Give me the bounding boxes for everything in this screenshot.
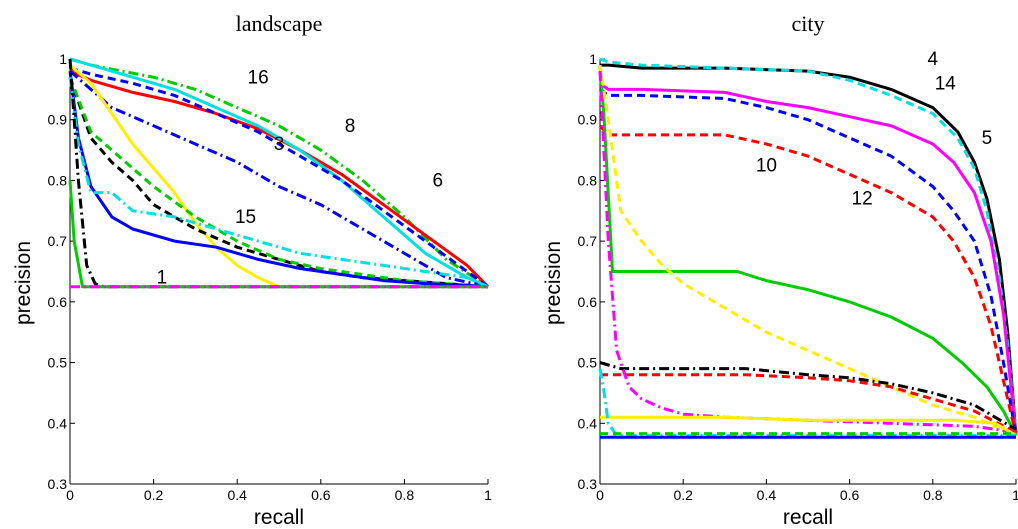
x-axis-label: recall — [783, 506, 833, 529]
series-line-6 — [69, 63, 280, 289]
annotation-label: 3 — [274, 134, 285, 155]
y-tick-label: 1 — [589, 51, 597, 67]
annotation-label: 4 — [928, 49, 939, 70]
annotation-label: 1 — [157, 268, 168, 289]
series-line-8 — [68, 76, 489, 289]
series-line-3 — [69, 57, 489, 289]
series-line-4 — [599, 88, 1018, 436]
x-axis-label: recall — [254, 506, 304, 529]
annotation-label: 8 — [345, 116, 356, 137]
y-axis-label: precision — [12, 241, 35, 325]
x-tick-label: 1 — [1012, 487, 1018, 503]
annotation-label: 6 — [433, 171, 444, 192]
series-line-1 — [600, 63, 1018, 436]
annotation-label: 14 — [935, 73, 957, 94]
chart-panel-city: city recall precision 0 0.2 0.4 0.6 0.8 1 0.3 0… — [542, 11, 1018, 529]
annotation-label: 15 — [235, 207, 256, 228]
series-line-9 — [600, 373, 1017, 434]
x-tick-label: 0.2 — [673, 487, 693, 503]
series-line-10 — [68, 77, 489, 289]
x-tick-label: 1 — [484, 487, 492, 503]
series-line-7 — [68, 76, 489, 289]
x-tick-label: 0.6 — [840, 487, 860, 503]
x-tick-label: 0.4 — [757, 487, 777, 503]
y-tick-label: 0.6 — [578, 294, 598, 310]
annotation-label: 10 — [756, 155, 777, 176]
x-tick-label: 0.4 — [227, 487, 247, 503]
y-tick-label: 0.4 — [578, 415, 598, 431]
x-tick-label: 0.8 — [395, 487, 415, 503]
x-tick-label: 0 — [66, 487, 74, 503]
series-line-5 — [598, 124, 1018, 436]
series-line-7 — [598, 64, 1017, 437]
y-tick-label: 0.9 — [48, 112, 68, 128]
y-axis-label: precision — [542, 241, 565, 325]
y-tick-label: 1 — [59, 51, 67, 67]
series-line-10 — [598, 71, 1017, 434]
y-tick-label: 0.6 — [48, 294, 68, 310]
x-tick-label: 0 — [596, 487, 604, 503]
series-line-2 — [599, 57, 1018, 436]
y-tick-label: 0.8 — [578, 172, 598, 188]
y-tick-label: 0.3 — [578, 476, 598, 492]
x-tick-label: 0.8 — [923, 487, 943, 503]
annotation-label: 12 — [852, 189, 873, 210]
y-tick-label: 0.5 — [578, 355, 598, 371]
series-line-11 — [600, 415, 1017, 437]
y-tick-label: 0.5 — [48, 355, 68, 371]
annotation-label: 5 — [982, 128, 993, 149]
series-line-4 — [69, 66, 489, 288]
chart-title: city — [792, 11, 825, 36]
chart-panel-landscape: landscape recall precision 0 0.2 0.4 0.6 0.8… — [12, 11, 492, 529]
y-tick-label: 0.7 — [578, 233, 598, 249]
series-line-3 — [599, 82, 1018, 436]
y-tick-label: 0.4 — [48, 415, 68, 431]
x-tick-label: 0.6 — [311, 487, 331, 503]
chart-title: landscape — [236, 11, 323, 36]
y-tick-label: 0.3 — [48, 476, 68, 492]
series-line-6 — [598, 64, 1018, 437]
series-line-12 — [598, 368, 1016, 437]
series-line-5 — [69, 69, 489, 289]
y-tick-label: 0.9 — [578, 112, 598, 128]
y-tick-label: 0.8 — [48, 172, 68, 188]
annotation-label: 16 — [248, 67, 269, 88]
y-tick-label: 0.7 — [48, 233, 68, 249]
x-tick-label: 0.2 — [144, 487, 164, 503]
